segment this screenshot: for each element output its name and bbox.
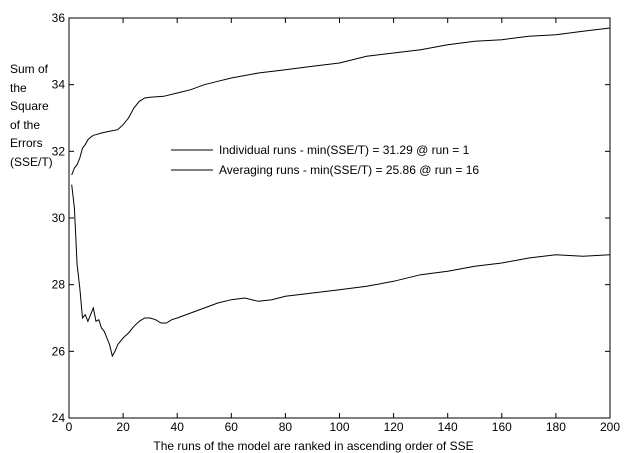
x-tick-label: 0 xyxy=(66,420,73,434)
x-tick-label: 180 xyxy=(546,420,566,434)
legend: Individual runs - min(SSE/T) = 31.29 @ r… xyxy=(171,143,479,177)
x-tick-label: 80 xyxy=(279,420,293,434)
y-tick-label: 36 xyxy=(52,11,66,25)
plot-area-frame xyxy=(68,17,611,419)
series-line-1 xyxy=(71,27,611,176)
y-tick-label: 30 xyxy=(52,211,66,225)
x-tick-label: 40 xyxy=(171,420,185,434)
y-tick-label: 28 xyxy=(52,278,66,292)
x-tick-label: 20 xyxy=(116,420,130,434)
y-axis-label-line: (SSE/T) xyxy=(10,154,53,169)
y-tick-label: 34 xyxy=(52,78,66,92)
series-line-2 xyxy=(71,184,611,358)
y-tick-label: 24 xyxy=(52,411,66,425)
series-lines xyxy=(71,27,611,358)
y-tick-label: 32 xyxy=(52,144,66,158)
y-tick-label: 26 xyxy=(52,344,66,358)
x-tick-label: 140 xyxy=(438,420,458,434)
y-axis-label-line: the xyxy=(10,80,27,95)
x-tick-label: 160 xyxy=(492,420,512,434)
x-tick-label: 100 xyxy=(329,420,349,434)
x-tick-label: 200 xyxy=(600,420,620,434)
y-axis-label-line: Errors xyxy=(10,136,43,150)
legend-label-1: Individual runs - min(SSE/T) = 31.29 @ r… xyxy=(219,143,470,157)
x-axis-label: The runs of the model are ranked in asce… xyxy=(153,439,474,453)
y-axis-label-line: of the xyxy=(10,117,41,132)
x-tick-label: 120 xyxy=(384,420,404,434)
axis-ticks: 0 20 40 60 80 100 120 140 160 180 200 24 26 28 30 32 34 3… xyxy=(52,11,621,434)
y-axis-label-line: Sum of xyxy=(10,62,49,76)
legend-label-2: Averaging runs - min(SSE/T) = 25.86 @ ru… xyxy=(219,163,479,177)
y-axis-label-line: Square xyxy=(10,99,49,113)
x-tick-label: 60 xyxy=(225,420,239,434)
